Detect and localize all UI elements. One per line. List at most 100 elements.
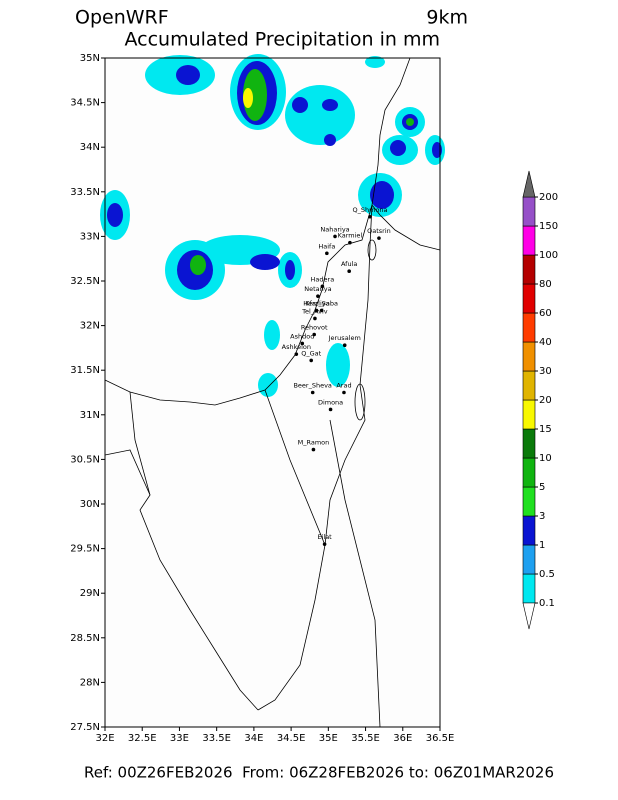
y-tick-label: 29N (80, 588, 100, 599)
city-label: Ashdod (290, 332, 314, 340)
colorbar-label: 200 (539, 192, 558, 203)
city-label: Herzliya (303, 299, 329, 307)
y-tick-label: 29.5N (70, 544, 100, 555)
city-label: Eilat (317, 533, 332, 541)
city-label: Kfar_Saba (305, 299, 338, 307)
colorbar-segment (522, 341, 536, 372)
city-dot (309, 358, 314, 363)
colorbar-under (522, 602, 536, 630)
city-dot (377, 236, 381, 240)
colorbar-segment (522, 573, 536, 604)
colorbar-segment (522, 312, 536, 343)
x-tick-label: 33.5E (202, 733, 231, 744)
y-tick-label: 33.5N (70, 187, 100, 198)
city-label: Qatsrin (367, 227, 391, 235)
title: OpenWRF (75, 7, 169, 29)
colorbar-label: 5 (539, 482, 545, 493)
colorbar-label: 40 (539, 337, 552, 348)
colorbar-label: 0.5 (539, 569, 555, 580)
city-dot (325, 251, 329, 256)
x-tick-label: 32.5E (128, 733, 157, 744)
y-tick-label: 32N (80, 321, 100, 332)
city-dot (294, 352, 299, 356)
city-label: Arad (336, 382, 351, 390)
city-dot (348, 240, 352, 245)
y-tick-label: 34.5N (70, 98, 100, 109)
city-dot (311, 447, 316, 452)
city-label: Nahariya (320, 225, 349, 233)
x-tick-label: 33E (170, 733, 189, 744)
colorbar-segment (522, 428, 536, 459)
map-frame (104, 57, 441, 728)
y-tick-label: 34N (80, 142, 100, 153)
city-dot (319, 308, 324, 313)
city-label: Q_Gat (301, 349, 321, 357)
x-tick-label: 36E (393, 733, 412, 744)
colorbar-segment (522, 486, 536, 517)
city-dot (368, 214, 372, 219)
city-dot (322, 542, 327, 546)
city-label: Afula (341, 260, 357, 268)
colorbar-label: 100 (539, 250, 558, 261)
city-dot (328, 407, 333, 412)
footer: Ref: 00Z26FEB2026 From: 06Z28FEB2026 to:… (84, 764, 554, 782)
city-label: M_Ramon (298, 439, 330, 447)
y-tick-label: 28.5N (70, 633, 100, 644)
colorbar-segment (522, 196, 536, 227)
city-label: Ashkelon (282, 343, 311, 351)
colorbar-label: 150 (539, 221, 558, 232)
city-label: Hadera (311, 275, 335, 283)
city-label: Jerusalem (328, 334, 361, 342)
colorbar-label: 15 (539, 424, 552, 435)
city-dot (300, 341, 305, 346)
city-dot (313, 316, 317, 321)
x-tick-label: 32E (95, 733, 114, 744)
y-tick-label: 35N (80, 53, 100, 64)
y-tick-label: 30N (80, 499, 100, 510)
city-label: Rehovot (301, 324, 328, 332)
x-tick-label: 35.5E (351, 733, 380, 744)
city-label: Beer_Sheva (293, 382, 331, 390)
city-label: Tel_Aviv (301, 307, 328, 315)
colorbar-segment (522, 399, 536, 430)
colorbar-segment (522, 225, 536, 256)
city-label: Karmiel (338, 232, 363, 240)
city-label: Dimona (318, 398, 343, 406)
city-label: Netanya (304, 285, 331, 293)
y-tick-label: 31N (80, 410, 100, 421)
colorbar-label: 30 (539, 366, 552, 377)
city-dot (333, 234, 337, 239)
city-dot (342, 343, 347, 348)
city-label: Q_Shmona (353, 206, 388, 214)
colorbar-label: 1 (539, 540, 545, 551)
y-tick-label: 27.5N (70, 722, 100, 733)
x-tick-label: 35E (319, 733, 338, 744)
city-dot (320, 284, 325, 289)
y-tick-label: 31.5N (70, 365, 100, 376)
colorbar-label: 3 (539, 511, 545, 522)
resolution: 9km (426, 7, 468, 29)
colorbar-label: 10 (539, 453, 552, 464)
city-dot (312, 332, 316, 337)
x-tick-label: 34E (244, 733, 263, 744)
y-tick-label: 33N (80, 231, 100, 242)
precipitation (100, 54, 445, 397)
city-label: Haifa (318, 242, 335, 250)
colorbar-label: 60 (539, 308, 552, 319)
colorbar-label: 20 (539, 395, 552, 406)
colorbar-over (522, 170, 536, 198)
y-tick-label: 32.5N (70, 276, 100, 287)
city-dot (316, 294, 320, 298)
y-tick-label: 28N (80, 677, 100, 688)
city-dot (347, 269, 351, 273)
colorbar-segment (522, 254, 536, 285)
x-tick-label: 36.5E (426, 733, 455, 744)
colorbar-label: 80 (539, 279, 552, 290)
colorbar-segment (522, 370, 536, 401)
city-dot (342, 390, 346, 395)
city-dot (314, 308, 319, 313)
colorbar-segment (522, 283, 536, 314)
colorbar-segment (522, 544, 536, 575)
y-tick-label: 30.5N (70, 454, 100, 465)
